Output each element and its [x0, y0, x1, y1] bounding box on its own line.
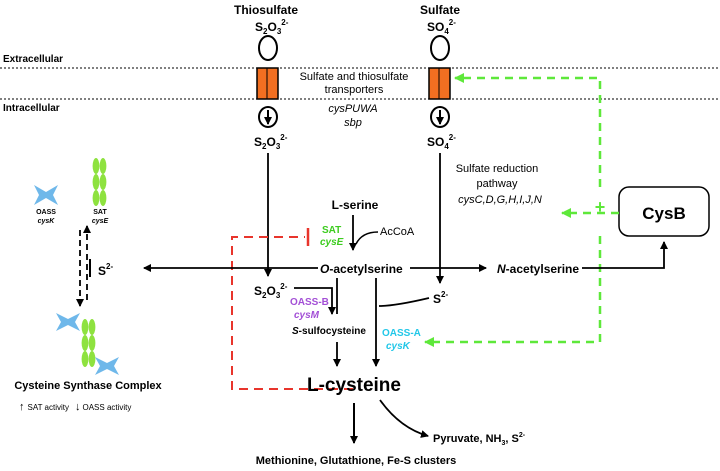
s-sulfocysteine: S-sulfocysteine	[292, 326, 366, 337]
transporter-genes-2: sbp	[344, 117, 362, 129]
formula-base: S	[255, 20, 263, 34]
o-suffix: -acetylserine	[329, 262, 403, 276]
cysb-to-oassa-arrow	[424, 236, 602, 347]
oass-protein-icon	[34, 185, 58, 205]
products-charge: 2-	[519, 432, 526, 439]
thiosulfate-formula-top: S2O32-	[255, 18, 289, 36]
thiosulfate-lower: S2O32-	[254, 282, 288, 300]
s-prefix: S	[292, 326, 299, 337]
products-main: Methionine, Glutathione, Fe-S clusters	[256, 455, 456, 467]
transporter-label-line1: Sulfate and thiosulfate	[300, 71, 409, 83]
sat-activity: SAT activity	[28, 403, 70, 412]
complex-oass-gene: cysK	[38, 218, 56, 225]
complex-sat-name: SAT	[93, 209, 107, 216]
l-serine: L-serine	[332, 198, 379, 212]
cysteine-synthase-complex-icon	[56, 313, 119, 375]
formula-o: O	[266, 284, 275, 298]
formula-charge: 2-	[441, 290, 448, 299]
sat-gene-label: cysE	[320, 237, 344, 248]
products-b: , S	[505, 433, 518, 445]
oass-down-arrow: ↓	[75, 401, 81, 413]
oassa-gene-label: cysK	[386, 341, 411, 352]
transporter-genes-1: cysPUWA	[328, 103, 377, 115]
formula-sub: 2	[263, 27, 268, 36]
cysteine-feedback-inhibition	[231, 236, 353, 390]
formula-charge: 2-	[280, 282, 287, 291]
formula-base: S	[433, 292, 441, 306]
formula-charge: 2-	[106, 262, 113, 271]
products-sub: 3	[501, 440, 505, 447]
cysb-box	[618, 186, 710, 237]
reduction-label-line2: pathway	[477, 178, 518, 190]
thiosulfate-name: Thiosulfate	[234, 3, 298, 17]
sulfide-complex: S2-	[98, 262, 113, 278]
l-cysteine: L-cysteine	[307, 375, 401, 396]
formula-sub: 2	[262, 142, 267, 151]
products-side: Pyruvate, NH3, S2-	[433, 432, 526, 447]
formula-charge: 2-	[449, 18, 456, 27]
formula-sub: 4	[444, 27, 449, 36]
n-prefix: N	[497, 262, 506, 276]
formula-charge: 2-	[281, 18, 288, 27]
products-a: Pyruvate, NH	[433, 433, 502, 445]
sulfate-formula-top: SO42-	[427, 18, 456, 36]
arrow-thiosulfate-to-oassb	[294, 287, 336, 315]
reduction-label-line1: Sulfate reduction	[456, 163, 539, 175]
arrow-sulfide-to-main	[378, 297, 430, 307]
formula-charge: 2-	[449, 133, 456, 142]
formula-sub: 2	[262, 291, 267, 300]
complex-activity: ↑ SAT activity ↓ OASS activity	[19, 401, 131, 413]
oass-activity: OASS activity	[83, 403, 132, 412]
formula-o: O	[267, 20, 276, 34]
formula-o: O	[266, 135, 275, 149]
formula-sub: 3	[277, 27, 282, 36]
s-suffix: -sulfocysteine	[299, 326, 367, 337]
sat-up-arrow: ↑	[19, 401, 25, 413]
arrow-nas-to-cysb	[582, 241, 668, 269]
sulfide-lower: S2-	[433, 290, 448, 306]
oassb-gene-label: cysM	[294, 310, 320, 321]
formula-base: SO	[427, 20, 444, 34]
formula-base: SO	[427, 135, 444, 149]
complex-title: Cysteine Synthase Complex	[14, 380, 162, 392]
formula-base: S	[254, 284, 262, 298]
sulfate-transporter	[428, 35, 451, 128]
extracellular-label: Extracellular	[3, 54, 63, 65]
formula-sub: 3	[276, 291, 281, 300]
arrow-cysteine-degradation	[379, 399, 429, 438]
formula-sub: 3	[276, 142, 281, 151]
sulfate-name: Sulfate	[420, 3, 460, 17]
formula-sub: 4	[444, 142, 449, 151]
activation-plus: +	[595, 197, 606, 217]
n-acetylserine: N-acetylserine	[497, 262, 579, 276]
cysb-label: CysB	[642, 204, 685, 223]
accoa-arrow	[355, 231, 379, 245]
oassb-enzyme-label: OASS-B	[290, 297, 329, 308]
sat-protein-icon	[92, 158, 107, 206]
formula-base: S	[98, 264, 106, 278]
formula-base: S	[254, 135, 262, 149]
transporter-label-line2: transporters	[325, 84, 384, 96]
formula-charge: 2-	[280, 133, 287, 142]
sulfate-intracellular: SO42-	[427, 133, 456, 151]
intracellular-label: Intracellular	[3, 103, 60, 114]
reduction-genes: cysC,D,G,H,I,J,N	[458, 194, 542, 206]
thiosulfate-transporter	[256, 35, 279, 128]
oassa-enzyme-label: OASS-A	[382, 328, 421, 339]
acetyl-coa: AcCoA	[380, 226, 415, 238]
o-acetylserine: O-acetylserine	[320, 262, 403, 276]
o-prefix: O	[320, 262, 330, 276]
complex-oass-name: OASS	[36, 209, 56, 216]
sat-enzyme-label: SAT	[322, 225, 341, 236]
n-suffix: -acetylserine	[506, 262, 580, 276]
complex-sat-gene: cysE	[92, 218, 109, 225]
thiosulfate-intracellular: S2O32-	[254, 133, 288, 151]
